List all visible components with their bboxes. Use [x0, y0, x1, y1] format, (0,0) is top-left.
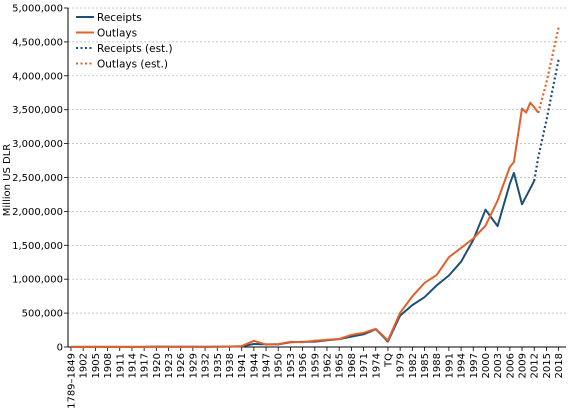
- x-tick-label: 1979: [396, 353, 407, 378]
- x-tick-label: 1985: [420, 353, 431, 378]
- x-tick-label: 1944: [249, 353, 260, 378]
- x-tick-label: 1923: [164, 353, 175, 378]
- y-tick-label: 3,000,000: [12, 139, 63, 150]
- x-tick-label: 1959: [310, 353, 321, 378]
- y-tick-label: 3,500,000: [12, 105, 63, 116]
- x-tick-label: 1962: [322, 353, 333, 378]
- x-tick-label: 1991: [444, 353, 455, 378]
- x-tick-label: 1917: [140, 353, 151, 378]
- y-tick-label: 1,500,000: [12, 241, 63, 252]
- series-line-outlays-est: [537, 27, 560, 114]
- y-tick-label: 1,000,000: [12, 275, 63, 286]
- x-tick-label: 1941: [237, 353, 248, 378]
- x-tick-label: 1908: [103, 353, 114, 378]
- x-tick-label: 1902: [79, 353, 90, 378]
- x-tick-label: 2003: [493, 353, 504, 378]
- x-tick-label: 1994: [457, 353, 468, 378]
- x-tick-label: 2012: [530, 353, 541, 378]
- x-tick-label: 1920: [152, 353, 163, 378]
- x-tick-label: 1997: [469, 353, 480, 378]
- y-tick-labels: 0 500,000 1,000,000 1,500,000 2,000,000 2,500…: [12, 4, 68, 354]
- x-tick-label: 1938: [225, 353, 236, 378]
- x-tick-label: 1953: [286, 353, 297, 378]
- x-tick-label: 1965: [335, 353, 346, 378]
- series-line-outlays: [71, 101, 540, 348]
- series-line-receipts: [71, 171, 536, 348]
- legend-label: Receipts (est.): [97, 43, 173, 55]
- x-tick-label: 1950: [274, 353, 285, 378]
- legend-label: Outlays (est.): [97, 59, 168, 71]
- x-tick-label: 2018: [554, 353, 565, 378]
- legend-label: Receipts: [97, 12, 142, 24]
- y-tick-label: 5,000,000: [12, 4, 63, 15]
- x-tick-label: 2015: [542, 353, 553, 378]
- x-tick-labels: 1789–1849 1902 1905 1908 1911 1914 1917 1920 192…: [67, 347, 565, 409]
- y-tick-label: 4,500,000: [12, 37, 63, 48]
- x-tick-label: 1982: [408, 353, 419, 378]
- x-tick-label: 1956: [298, 353, 309, 378]
- y-tick-label: 500,000: [22, 309, 63, 320]
- y-axis-label: Million US DLR: [2, 144, 13, 216]
- x-tick-label: 1988: [432, 353, 443, 378]
- y-tick-label: 2,000,000: [12, 207, 63, 218]
- series-lines: [71, 27, 560, 348]
- x-tick-label: 1929: [188, 353, 199, 378]
- x-tick-label: 1968: [347, 353, 358, 378]
- x-tick-label: 2009: [518, 353, 529, 378]
- y-tick-label: 2,500,000: [12, 173, 63, 184]
- x-tick-label: 1974: [371, 353, 382, 378]
- x-tick-label: 1911: [115, 353, 126, 378]
- x-tick-label: 2000: [481, 353, 492, 378]
- y-tick-label: 4,000,000: [12, 71, 63, 82]
- x-tick-label: TQ: [383, 353, 394, 368]
- x-tick-label: 1926: [176, 353, 187, 378]
- x-tick-label: 2006: [505, 353, 516, 378]
- legend: Receipts Outlays Receipts (est.) Outlays (e…: [76, 12, 173, 71]
- legend-label: Outlays: [97, 28, 137, 40]
- x-tick-label: 1789–1849: [67, 353, 78, 409]
- x-tick-label: 1971: [359, 353, 370, 378]
- x-tick-label: 1905: [91, 353, 102, 378]
- x-tick-label: 1914: [127, 353, 138, 378]
- y-tick-label: 0: [57, 343, 63, 354]
- x-tick-label: 1947: [262, 353, 273, 378]
- x-tick-label: 1935: [213, 353, 224, 378]
- gridlines: [68, 7, 566, 314]
- x-tick-label: 1932: [201, 353, 212, 378]
